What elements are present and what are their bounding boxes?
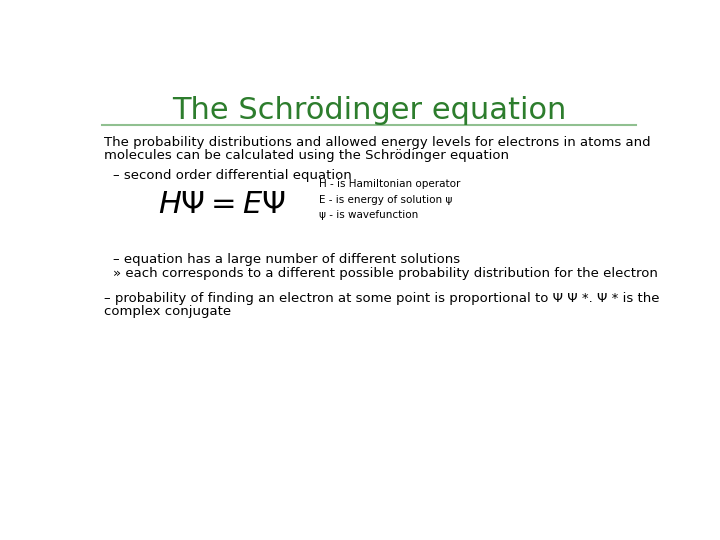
Text: $\mathit{H}\Psi = \mathit{E}\Psi$: $\mathit{H}\Psi = \mathit{E}\Psi$: [158, 191, 286, 219]
Text: H - is Hamiltonian operator
E - is energy of solution ψ
ψ - is wavefunction: H - is Hamiltonian operator E - is energ…: [319, 179, 460, 220]
Text: complex conjugate: complex conjugate: [104, 305, 231, 318]
Text: – second order differential equation: – second order differential equation: [113, 168, 352, 182]
Text: The probability distributions and allowed energy levels for electrons in atoms a: The probability distributions and allowe…: [104, 137, 651, 150]
Text: molecules can be calculated using the Schrödinger equation: molecules can be calculated using the Sc…: [104, 150, 509, 163]
Text: – equation has a large number of different solutions: – equation has a large number of differe…: [113, 253, 460, 266]
Text: » each corresponds to a different possible probability distribution for the elec: » each corresponds to a different possib…: [113, 267, 658, 280]
Text: – probability of finding an electron at some point is proportional to Ψ Ψ *. Ψ *: – probability of finding an electron at …: [104, 292, 660, 305]
Text: The Schrödinger equation: The Schrödinger equation: [172, 96, 566, 125]
